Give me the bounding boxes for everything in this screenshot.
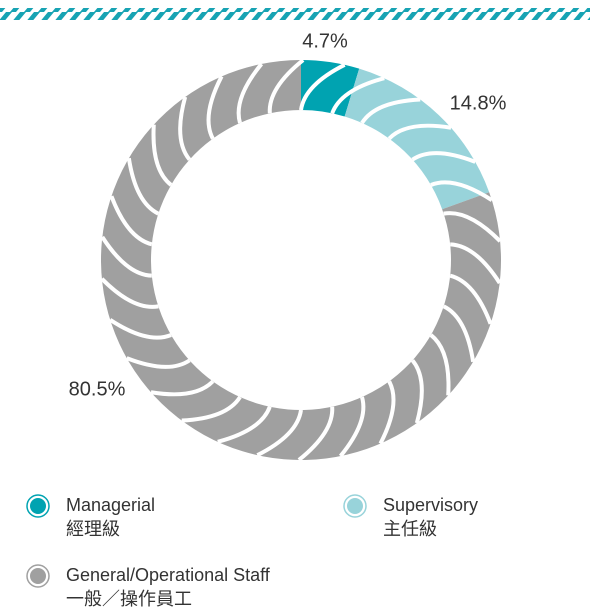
rope-strand [449,242,502,285]
rope-strand [267,58,305,114]
rope-strand [387,123,452,141]
rope-strand [151,124,173,187]
legend-marker [28,566,48,586]
rope-strand [150,379,215,397]
rope-strand [330,76,385,115]
rope-strand [443,211,502,243]
legend-marker [28,496,48,516]
value-label: 4.7% [302,30,348,52]
top-border [0,8,590,20]
rope-strand [109,318,172,340]
rope-strand [256,409,303,457]
rope-strand [360,97,421,125]
legend-marker-ring [26,494,50,518]
rope-strand [378,380,396,445]
legend-marker [345,496,365,516]
rope-texture [100,58,502,462]
rope-strand [299,63,346,111]
value-label: 80.5% [69,378,126,400]
rope-strand [449,273,493,325]
rope-strand [338,396,366,458]
slice [301,60,360,117]
rope-strand [126,356,191,369]
legend: Managerial 經理級 Supervisory 主任級 General/Opera… [26,494,478,609]
legend-label: Managerial [66,495,155,515]
rope-strand [236,62,264,124]
legend-label: Supervisory [383,495,478,515]
legend-label-zh: 經理級 [66,519,120,539]
donut [100,60,501,460]
rope-strand [430,180,493,202]
rope-strand [411,151,476,164]
rope-strand [217,405,272,444]
rope-strand [206,75,224,140]
rope-strand [126,157,160,216]
legend-label-zh: 主任級 [383,519,437,539]
legend-marker-ring [343,494,367,518]
rope-strand [100,235,153,278]
rope-strand [410,359,424,424]
rope-strand [429,333,451,396]
rope-strand [178,96,192,161]
legend-label: General/Operational Staff [66,565,271,585]
legend-label-zh: 一般／操作員工 [66,589,192,609]
labels: 4.7% 14.8% 80.5% [69,30,507,400]
rope-strand [297,406,335,462]
rope-strand [442,304,476,363]
legend-marker-ring [26,564,50,588]
rope-strand [181,395,242,423]
rope-strand [100,277,159,309]
rope-strand [109,195,153,247]
value-label: 14.8% [450,92,507,114]
slice [344,68,490,210]
